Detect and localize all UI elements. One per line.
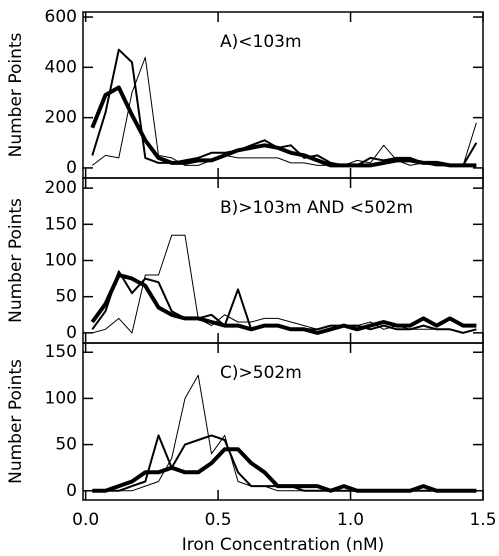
y-tick-label: 0 bbox=[66, 481, 77, 501]
data-line bbox=[92, 447, 477, 493]
data-line bbox=[90, 273, 477, 335]
y-axis-title: Number Points bbox=[6, 198, 26, 323]
data-line bbox=[91, 270, 477, 334]
y-tick-label: 50 bbox=[55, 287, 77, 307]
x-tick-label: 1.0 bbox=[337, 510, 364, 530]
data-line bbox=[92, 434, 477, 492]
data-line bbox=[90, 85, 477, 168]
plot-frame bbox=[82, 342, 484, 501]
y-axis-title: Number Points bbox=[6, 359, 26, 484]
y-tick-label: 50 bbox=[55, 435, 77, 455]
data-line bbox=[91, 48, 478, 167]
y-tick-label: 0 bbox=[66, 158, 77, 178]
y-tick-label: 100 bbox=[45, 388, 77, 408]
panel-title: A)<103m bbox=[220, 32, 302, 52]
y-axis-title: Number Points bbox=[6, 32, 26, 157]
x-tick-label: 1.5 bbox=[469, 510, 496, 530]
x-tick-label: 0.5 bbox=[205, 510, 232, 530]
y-tick-label: 150 bbox=[45, 214, 77, 234]
x-tick-label: 0.0 bbox=[72, 510, 99, 530]
data-line bbox=[92, 234, 477, 334]
y-tick-label: 100 bbox=[45, 251, 77, 271]
y-tick-label: 400 bbox=[45, 57, 77, 77]
y-tick-label: 200 bbox=[45, 178, 77, 198]
x-axis-title: Iron Concentration (nM) bbox=[182, 535, 385, 555]
y-tick-label: 150 bbox=[45, 342, 77, 362]
panel-title: B)>103m AND <502m bbox=[220, 198, 413, 218]
panel-title: C)>502m bbox=[220, 363, 302, 383]
y-tick-label: 0 bbox=[66, 323, 77, 343]
y-tick-label: 200 bbox=[45, 108, 77, 128]
data-line bbox=[91, 56, 477, 166]
y-tick-label: 600 bbox=[45, 7, 77, 27]
